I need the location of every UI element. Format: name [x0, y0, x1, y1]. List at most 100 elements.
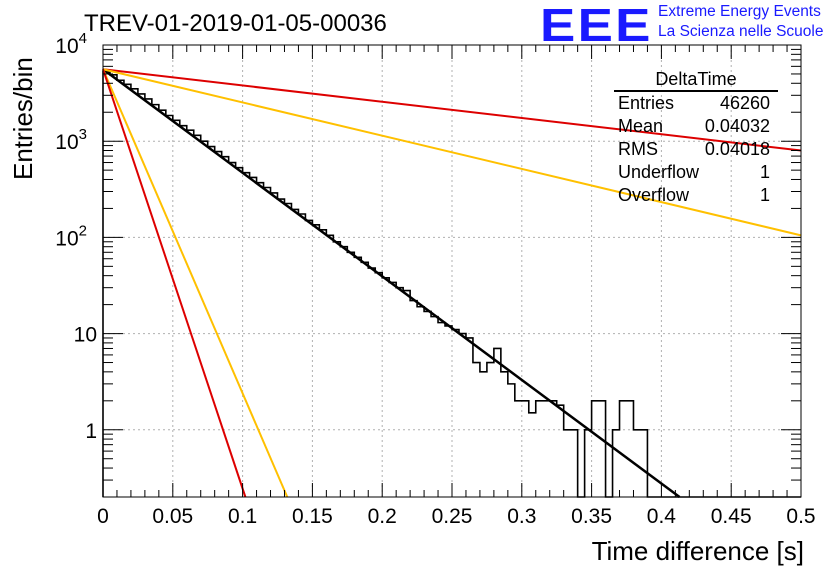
histogram-bin [382, 278, 389, 497]
histogram-bin [361, 262, 368, 497]
histogram-bin [501, 372, 508, 497]
histogram-bin [529, 413, 536, 497]
histogram [102, 70, 801, 498]
histogram-bin [522, 401, 529, 497]
stats-value: 0.04018 [704, 139, 770, 159]
stats-row-entries: Entries 46260 [612, 92, 778, 115]
fit-line [102, 68, 247, 498]
x-tick-label: 0 [97, 505, 109, 528]
stats-box: DeltaTime Entries 46260 Mean 0.04032 RMS… [612, 68, 778, 207]
y-tick-label: 10 [74, 324, 97, 347]
histogram-bin [305, 220, 312, 497]
histogram-bin [145, 99, 152, 497]
histogram-bin [466, 338, 473, 497]
histogram-bin [194, 135, 201, 497]
stats-label: Overflow [618, 185, 690, 205]
logo-text: EEE [540, 0, 653, 51]
histogram-bin [271, 193, 278, 497]
stats-value: 0.04032 [704, 116, 770, 136]
y-tick-label: 103 [55, 126, 87, 154]
histogram-bin [124, 84, 131, 497]
histogram-bin [515, 401, 522, 497]
x-tick-label: 0.05 [152, 505, 193, 528]
y-tick-exponent: 3 [79, 126, 87, 143]
stats-row-mean: Mean 0.04032 [612, 115, 778, 138]
histogram-bin [312, 225, 319, 497]
histogram-bin [536, 401, 543, 497]
histogram-bin [347, 252, 354, 497]
x-tick-label: 0.5 [786, 505, 815, 528]
histogram-bin [424, 311, 431, 497]
fit-line [102, 68, 289, 498]
y-tick-exponent: 2 [79, 222, 87, 239]
histogram-bin [459, 334, 466, 497]
histogram-bin [354, 257, 361, 497]
histogram-bin [340, 247, 347, 497]
histogram-bin [592, 401, 599, 497]
histogram-bin [508, 384, 515, 497]
histogram-bin [403, 291, 410, 497]
x-tick-label: 0.25 [432, 505, 473, 528]
histogram-bin [291, 209, 298, 497]
fit-line [102, 68, 802, 152]
histogram-bin [494, 348, 501, 497]
histogram-bin [103, 72, 110, 497]
x-tick-label: 0.35 [571, 505, 612, 528]
x-tick-label: 0.2 [368, 505, 397, 528]
histogram-bin [166, 115, 173, 497]
histogram-bin [159, 110, 166, 497]
histogram-bin [417, 307, 424, 497]
y-tick-label: 104 [55, 30, 87, 58]
y-tick-label: 1 [85, 420, 97, 443]
histogram-bin [585, 430, 592, 497]
histogram-bin [571, 430, 578, 497]
stats-value: 1 [759, 162, 770, 182]
histogram-bin [627, 401, 634, 497]
histogram-outline [102, 70, 801, 498]
grid [103, 45, 801, 497]
histogram-bin [375, 273, 382, 497]
x-axis-label: Time difference [s] [591, 536, 804, 566]
histogram-bin [368, 268, 375, 497]
x-tick-label: 0.3 [507, 505, 536, 528]
stats-row-overflow: Overflow 1 [612, 184, 778, 207]
axis-ticks [102, 44, 802, 498]
histogram-bin [396, 288, 403, 497]
stats-label: RMS [618, 139, 658, 159]
stats-value: 46260 [719, 93, 770, 113]
histogram-bin [173, 120, 180, 497]
histogram-bin [257, 183, 264, 497]
histogram-bin [410, 301, 417, 497]
histogram-bin [480, 372, 487, 497]
stats-title: DeltaTime [614, 68, 778, 92]
y-tick-label: 102 [55, 222, 87, 250]
histogram-bin [201, 141, 208, 497]
histogram-bin [640, 430, 647, 497]
x-tick-label: 0.4 [647, 505, 677, 528]
histogram-bin [250, 177, 257, 497]
stats-value: 1 [759, 185, 770, 205]
histogram-bin [187, 130, 194, 497]
histogram-bin [564, 430, 571, 497]
fit-lines [102, 68, 802, 499]
x-tick-label: 0.45 [711, 505, 752, 528]
fit-line [102, 68, 681, 499]
y-tick-labels: 1 10 102 103 104 [55, 30, 97, 443]
chart-title: TREV-01-2019-01-05-00036 [84, 10, 387, 37]
logo-caption: Extreme Energy Events La Scienza nelle S… [658, 2, 823, 42]
histogram-bin [152, 105, 159, 497]
fit-line [102, 68, 802, 237]
histogram-bin [389, 282, 396, 497]
histogram-bin [599, 401, 606, 497]
histogram-bin [543, 401, 550, 497]
histogram-bin [487, 363, 494, 497]
x-tick-labels: 0 0.05 0.1 0.15 0.2 0.25 0.3 0.35 0.4 0.45 0.5 [97, 505, 815, 528]
histogram-bin [215, 152, 222, 497]
histogram-bin [333, 242, 340, 497]
stats-label: Underflow [618, 162, 700, 182]
histogram-bin [557, 405, 564, 497]
histogram-bin [550, 401, 557, 497]
y-tick-exponent: 4 [79, 30, 87, 47]
stats-row-rms: RMS 0.04018 [612, 138, 778, 161]
